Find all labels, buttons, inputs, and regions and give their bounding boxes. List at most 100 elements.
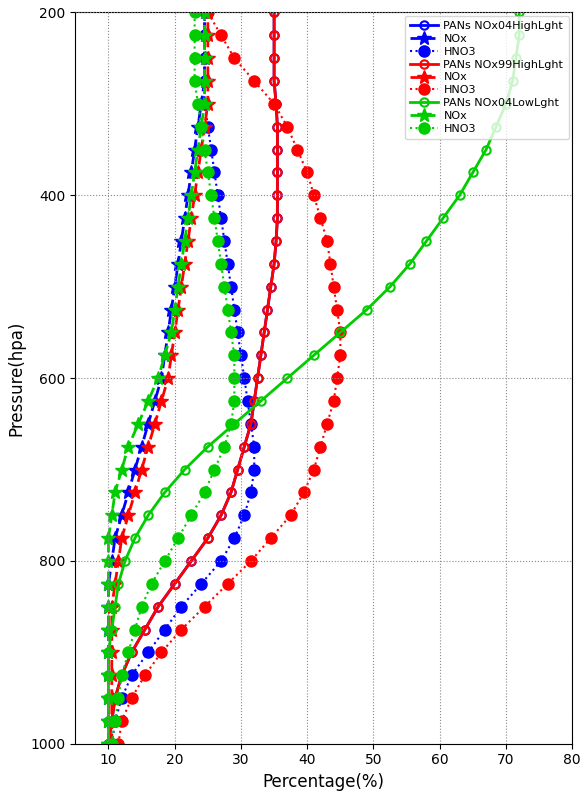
- NOx: [145, 396, 152, 405]
- NOx: [195, 168, 202, 177]
- NOx: [181, 259, 188, 269]
- HNO3: [228, 419, 235, 429]
- HNO3: [224, 579, 231, 589]
- NOx: [108, 602, 115, 611]
- PANs NOx04LowLght: [456, 191, 463, 200]
- NOx: [138, 442, 145, 452]
- NOx: [108, 556, 115, 566]
- NOx: [145, 419, 152, 429]
- NOx: [188, 213, 195, 223]
- PANs NOx99HighLght: [264, 305, 271, 314]
- PANs NOx04LowLght: [105, 647, 112, 657]
- HNO3: [125, 647, 132, 657]
- NOx: [201, 53, 208, 63]
- HNO3: [128, 670, 135, 680]
- HNO3: [234, 328, 241, 338]
- HNO3: [218, 259, 225, 269]
- PANs NOx04HighLght: [274, 213, 281, 223]
- NOx: [125, 442, 132, 452]
- HNO3: [317, 442, 324, 452]
- NOx: [171, 282, 178, 291]
- HNO3: [112, 716, 119, 725]
- NOx: [145, 442, 152, 452]
- PANs NOx04LowLght: [284, 373, 291, 383]
- PANs NOx04HighLght: [108, 716, 115, 725]
- NOx: [161, 350, 168, 360]
- NOx: [168, 305, 175, 314]
- HNO3: [178, 602, 185, 611]
- PANs NOx04LowLght: [132, 533, 139, 543]
- HNO3: [128, 693, 135, 703]
- HNO3: [330, 282, 338, 291]
- NOx: [105, 533, 112, 543]
- PANs NOx99HighLght: [270, 53, 278, 63]
- NOx: [132, 488, 139, 497]
- HNO3: [204, 168, 211, 177]
- NOx: [178, 236, 185, 246]
- PANs NOx99HighLght: [228, 488, 235, 497]
- PANs NOx04HighLght: [254, 373, 261, 383]
- NOx: [105, 625, 112, 634]
- PANs NOx04HighLght: [274, 144, 281, 154]
- NOx: [108, 693, 115, 703]
- NOx: [185, 236, 192, 246]
- PANs NOx04HighLght: [270, 53, 278, 63]
- HNO3: [218, 30, 225, 40]
- NOx: [105, 670, 112, 680]
- HNO3: [211, 464, 218, 474]
- PANs NOx04LowLght: [439, 213, 446, 223]
- PANs NOx04HighLght: [274, 191, 281, 200]
- NOx: [108, 647, 115, 657]
- HNO3: [238, 350, 245, 360]
- HNO3: [333, 373, 340, 383]
- HNO3: [284, 122, 291, 132]
- PANs NOx99HighLght: [141, 625, 148, 634]
- PANs NOx99HighLght: [105, 739, 112, 749]
- HNO3: [211, 213, 218, 223]
- HNO3: [191, 30, 198, 40]
- X-axis label: Percentage(%): Percentage(%): [263, 773, 385, 791]
- NOx: [135, 419, 142, 429]
- NOx: [178, 259, 185, 269]
- NOx: [105, 556, 112, 566]
- HNO3: [244, 396, 251, 405]
- Line: PANs NOx04HighLght: PANs NOx04HighLght: [104, 8, 282, 748]
- HNO3: [195, 99, 202, 109]
- HNO3: [141, 670, 148, 680]
- PANs NOx04LowLght: [204, 442, 211, 452]
- PANs NOx04HighLght: [270, 77, 278, 86]
- NOx: [175, 259, 182, 269]
- NOx: [201, 8, 208, 18]
- NOx: [105, 647, 112, 657]
- PANs NOx04LowLght: [105, 693, 112, 703]
- NOx: [191, 168, 198, 177]
- HNO3: [191, 77, 198, 86]
- PANs NOx04HighLght: [228, 488, 235, 497]
- HNO3: [115, 693, 122, 703]
- HNO3: [208, 144, 215, 154]
- PANs NOx04LowLght: [493, 122, 500, 132]
- NOx: [168, 350, 175, 360]
- PANs NOx04LowLght: [337, 328, 344, 338]
- PANs NOx99HighLght: [155, 602, 162, 611]
- NOx: [105, 739, 112, 749]
- NOx: [195, 122, 202, 132]
- PANs NOx04HighLght: [264, 305, 271, 314]
- NOx: [201, 30, 208, 40]
- HNO3: [231, 533, 238, 543]
- HNO3: [108, 739, 115, 749]
- HNO3: [304, 168, 311, 177]
- PANs NOx04LowLght: [231, 419, 238, 429]
- PANs NOx04HighLght: [128, 647, 135, 657]
- HNO3: [118, 716, 125, 725]
- HNO3: [310, 464, 318, 474]
- PANs NOx99HighLght: [171, 579, 178, 589]
- NOx: [175, 305, 182, 314]
- HNO3: [201, 488, 208, 497]
- NOx: [201, 99, 208, 109]
- HNO3: [248, 556, 255, 566]
- NOx: [105, 670, 112, 680]
- HNO3: [188, 511, 195, 520]
- PANs NOx04HighLght: [250, 396, 258, 405]
- PANs NOx04LowLght: [105, 670, 112, 680]
